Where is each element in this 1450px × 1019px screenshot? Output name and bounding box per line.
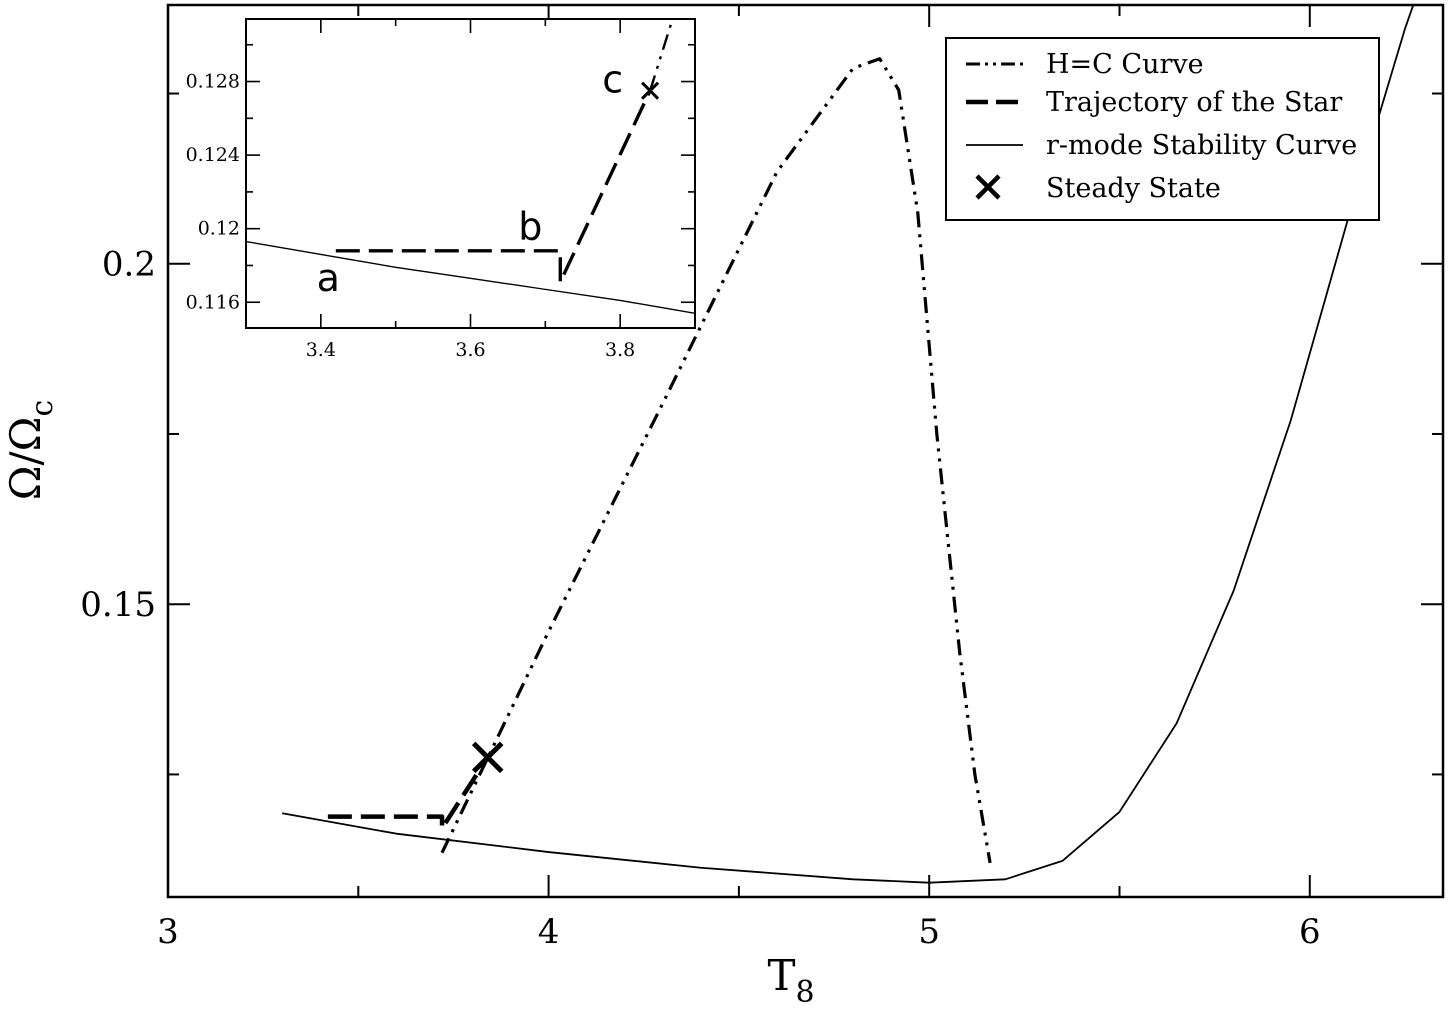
- main-x-tick-label: 5: [918, 912, 940, 952]
- inset-x-tick-label: 3.4: [306, 339, 336, 361]
- main-x-tick-label: 3: [157, 912, 179, 952]
- main-y-tick-label: 0.2: [102, 245, 156, 285]
- main-series-trajectory-of-the-star: [327, 756, 490, 831]
- legend: H=C Curve Trajectory of the Star r-mode …: [945, 37, 1380, 221]
- x-axis-title-sub: 8: [795, 975, 814, 1010]
- y-axis-title-sub: c: [25, 400, 60, 417]
- inset-series-trajectory-of-the-star: [335, 90, 652, 284]
- main-tick-labels: 3 4 5 6 0.15 0.2: [80, 245, 1320, 952]
- inset-series: [246, 19, 695, 314]
- legend-swatch-steady-state: [975, 174, 1001, 200]
- main-y-tick-label: 0.15: [80, 585, 156, 625]
- main-x-tick-label: 6: [1299, 912, 1321, 952]
- inset-ticks: [245, 19, 696, 328]
- inset-annotation-c: c: [602, 58, 623, 102]
- inset-y-tick-label: 0.128: [186, 71, 240, 93]
- inset-steady-state-marker: [641, 81, 660, 100]
- inset-y-tick-label: 0.124: [186, 144, 240, 166]
- inset-background: [246, 19, 695, 328]
- main-plot-area: [282, 5, 1415, 884]
- y-axis-title-main: Ω/Ω: [1, 417, 50, 501]
- inset-annotation-b: b: [518, 205, 542, 249]
- inset-y-tick-label: 0.116: [186, 291, 240, 313]
- x-axis-title: T8: [767, 951, 814, 1010]
- inset-annotations: a b c: [317, 58, 623, 301]
- y-axis-title: Ω/Ωc: [1, 400, 60, 501]
- inset-y-tick-label: 0.12: [198, 218, 240, 240]
- inset-series-h-c-curve: [648, 19, 674, 92]
- legend-label-hc-curve: H=C Curve: [1046, 49, 1204, 80]
- legend-label-steady-state: Steady State: [1046, 173, 1221, 204]
- main-series-h-c-curve: [440, 57, 992, 864]
- inset-x-tick-label: 3.6: [455, 339, 485, 361]
- legend-label-rmode: r-mode Stability Curve: [1046, 130, 1357, 161]
- legend-label-trajectory: Trajectory of the Star: [1046, 87, 1342, 118]
- legend-box: [945, 37, 1380, 221]
- main-x-tick-label: 4: [538, 912, 560, 952]
- x-axis-title-main: T: [767, 951, 795, 1000]
- main-plot-frame: [166, 3, 1445, 899]
- main-series: [282, 5, 1415, 884]
- main-steady-state-marker: [471, 741, 504, 774]
- inset-series-r-mode-stability-curve: [246, 240, 695, 314]
- inset-tick-labels: 3.4 3.6 3.8 0.116 0.12 0.124 0.128: [186, 71, 636, 361]
- inset-x-tick-label: 3.8: [605, 339, 635, 361]
- main-series-r-mode-stability-curve: [282, 5, 1415, 884]
- inset-annotation-a: a: [317, 256, 340, 300]
